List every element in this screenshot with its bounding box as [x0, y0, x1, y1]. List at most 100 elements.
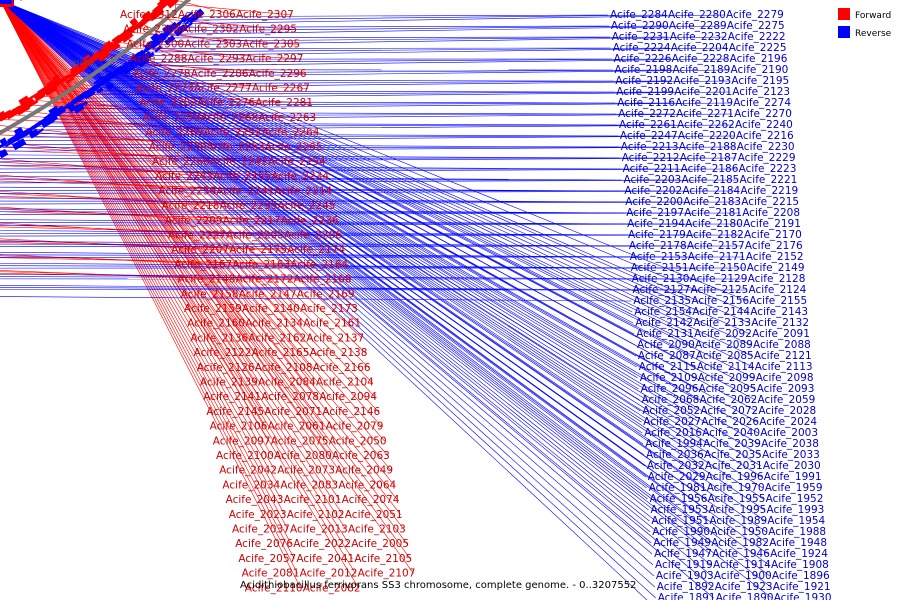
- gene-label-reverse[interactable]: Acife_1949: [653, 537, 711, 549]
- gene-label-reverse[interactable]: Acife_1892: [657, 581, 715, 593]
- gene-label-reverse[interactable]: Acife_2196: [730, 53, 788, 65]
- gene-label-reverse[interactable]: Acife_1947: [654, 548, 712, 560]
- gene-label-reverse[interactable]: Acife_1946: [712, 548, 770, 560]
- gene-label-forward[interactable]: Acife_2217: [223, 215, 281, 227]
- gene-label-forward[interactable]: Acife_2080: [274, 450, 332, 462]
- gene-label-reverse[interactable]: Acife_1982: [711, 537, 769, 549]
- gene-label-forward[interactable]: Acife_2104: [316, 377, 374, 389]
- gene-label-reverse[interactable]: Acife_2185: [682, 174, 740, 186]
- gene-label-forward[interactable]: Acife_2164: [290, 259, 348, 271]
- gene-label-reverse[interactable]: Acife_2039: [703, 438, 761, 450]
- gene-label-reverse[interactable]: Acife_2125: [691, 284, 749, 296]
- gene-label-reverse[interactable]: Acife_1890: [716, 592, 774, 600]
- gene-label-reverse[interactable]: Acife_2030: [763, 460, 821, 472]
- gene-label-forward[interactable]: Acife_2166: [313, 362, 371, 374]
- gene-label-forward[interactable]: Acife_2126: [197, 362, 255, 374]
- gene-label-forward[interactable]: Acife_2101: [284, 494, 342, 506]
- gene-label-reverse[interactable]: Acife_2123: [732, 86, 790, 98]
- gene-label-reverse[interactable]: Acife_1956: [650, 493, 708, 505]
- gene-label-forward[interactable]: Acife_2042: [219, 465, 277, 477]
- gene-label-reverse[interactable]: Acife_2144: [692, 306, 750, 318]
- gene-label-reverse[interactable]: Acife_2272: [618, 108, 676, 120]
- gene-label-reverse[interactable]: Acife_2089: [695, 339, 753, 351]
- gene-label-forward[interactable]: Acife_2108: [255, 362, 313, 374]
- gene-label-forward[interactable]: Acife_2214: [274, 185, 332, 197]
- gene-label-forward[interactable]: Acife_2172: [236, 274, 294, 286]
- gene-label-forward[interactable]: Acife_2303: [184, 38, 242, 50]
- gene-label-forward[interactable]: Acife_2296: [249, 68, 307, 80]
- gene-label-reverse[interactable]: Acife_2027: [643, 416, 701, 428]
- gene-label-reverse[interactable]: Acife_2135: [633, 295, 691, 307]
- gene-label-forward[interactable]: Acife_2061: [268, 421, 326, 433]
- gene-label-reverse[interactable]: Acife_2220: [678, 130, 736, 142]
- gene-label-reverse[interactable]: Acife_2142: [635, 317, 693, 329]
- gene-label-reverse[interactable]: Acife_2190: [731, 64, 789, 76]
- gene-label-reverse[interactable]: Acife_2201: [674, 86, 732, 98]
- gene-label-reverse[interactable]: Acife_2132: [751, 317, 809, 329]
- gene-label-reverse[interactable]: Acife_2032: [647, 460, 705, 472]
- gene-label-reverse[interactable]: Acife_2240: [735, 119, 793, 131]
- gene-label-forward[interactable]: Acife_2141: [203, 391, 261, 403]
- gene-label-reverse[interactable]: Acife_2183: [683, 196, 741, 208]
- gene-label-reverse[interactable]: Acife_1900: [714, 570, 772, 582]
- gene-label-reverse[interactable]: Acife_2180: [685, 218, 743, 230]
- gene-label-reverse[interactable]: Acife_1951: [651, 515, 709, 527]
- gene-label-reverse[interactable]: Acife_2223: [739, 163, 797, 175]
- gene-label-forward[interactable]: Acife_2242: [210, 156, 268, 168]
- gene-label-reverse[interactable]: Acife_1903: [656, 570, 714, 582]
- gene-label-reverse[interactable]: Acife_2195: [731, 75, 789, 87]
- gene-label-reverse[interactable]: Acife_2262: [677, 119, 735, 131]
- gene-label-forward[interactable]: Acife_2295: [239, 24, 297, 36]
- gene-label-reverse[interactable]: Acife_2156: [691, 295, 749, 307]
- gene-label-reverse[interactable]: Acife_2128: [748, 273, 806, 285]
- gene-label-reverse[interactable]: Acife_1919: [655, 559, 713, 571]
- gene-label-reverse[interactable]: Acife_2113: [755, 361, 813, 373]
- gene-label-reverse[interactable]: Acife_2222: [728, 31, 786, 43]
- gene-label-reverse[interactable]: Acife_2099: [698, 372, 756, 384]
- gene-label-reverse[interactable]: Acife_2178: [629, 240, 687, 252]
- gene-label-reverse[interactable]: Acife_2181: [684, 207, 742, 219]
- gene-label-reverse[interactable]: Acife_2189: [673, 64, 731, 76]
- gene-label-forward[interactable]: Acife_2034: [222, 479, 280, 491]
- gene-label-reverse[interactable]: Acife_2290: [611, 20, 669, 32]
- gene-label-forward[interactable]: Acife_2147: [239, 288, 297, 300]
- gene-label-forward[interactable]: Acife_2264: [262, 127, 320, 139]
- gene-label-reverse[interactable]: Acife_2109: [640, 372, 698, 384]
- gene-label-reverse[interactable]: Acife_2216: [736, 130, 794, 142]
- gene-label-forward[interactable]: Acife_2276: [197, 97, 255, 109]
- gene-label-reverse[interactable]: Acife_2232: [670, 31, 728, 43]
- gene-label-forward[interactable]: Acife_2074: [342, 494, 400, 506]
- gene-label-reverse[interactable]: Acife_2199: [616, 86, 674, 98]
- gene-label-forward[interactable]: Acife_2306: [178, 9, 236, 21]
- gene-label-reverse[interactable]: Acife_2200: [625, 196, 683, 208]
- gene-label-forward[interactable]: Acife_2308: [123, 24, 181, 36]
- gene-label-forward[interactable]: Acife_2106: [210, 421, 268, 433]
- gene-label-reverse[interactable]: Acife_2191: [743, 218, 801, 230]
- gene-label-forward[interactable]: Acife_2023: [229, 509, 287, 521]
- gene-label-reverse[interactable]: Acife_2068: [642, 394, 700, 406]
- gene-label-reverse[interactable]: Acife_2059: [758, 394, 816, 406]
- gene-label-forward[interactable]: Acife_2268: [200, 112, 258, 124]
- gene-label-forward[interactable]: Acife_2073: [277, 465, 335, 477]
- gene-label-reverse[interactable]: Acife_2098: [756, 372, 814, 384]
- gene-label-reverse[interactable]: Acife_1930: [774, 592, 832, 600]
- gene-label-reverse[interactable]: Acife_2280: [668, 9, 726, 21]
- gene-label-forward[interactable]: Acife_2012: [300, 568, 358, 580]
- gene-label-reverse[interactable]: Acife_2226: [614, 53, 672, 65]
- gene-label-reverse[interactable]: Acife_2219: [740, 185, 798, 197]
- gene-label-reverse[interactable]: Acife_2124: [749, 284, 807, 296]
- gene-label-forward[interactable]: Acife_2022: [293, 538, 351, 550]
- gene-label-forward[interactable]: Acife_2167: [174, 259, 232, 271]
- gene-label-reverse[interactable]: Acife_2197: [626, 207, 684, 219]
- gene-label-forward[interactable]: Acife_2277: [194, 83, 252, 95]
- gene-label-reverse[interactable]: Acife_2149: [747, 262, 805, 274]
- gene-label-reverse[interactable]: Acife_1991: [764, 471, 822, 483]
- gene-label-forward[interactable]: Acife_2079: [326, 421, 384, 433]
- gene-label-reverse[interactable]: Acife_2095: [699, 383, 757, 395]
- gene-label-reverse[interactable]: Acife_2224: [613, 42, 671, 54]
- gene-label-reverse[interactable]: Acife_2198: [615, 64, 673, 76]
- gene-label-reverse[interactable]: Acife_2170: [744, 229, 802, 241]
- gene-label-reverse[interactable]: Acife_2130: [632, 273, 690, 285]
- gene-label-reverse[interactable]: Acife_2152: [746, 251, 804, 263]
- gene-label-forward[interactable]: Acife_2239: [149, 141, 207, 153]
